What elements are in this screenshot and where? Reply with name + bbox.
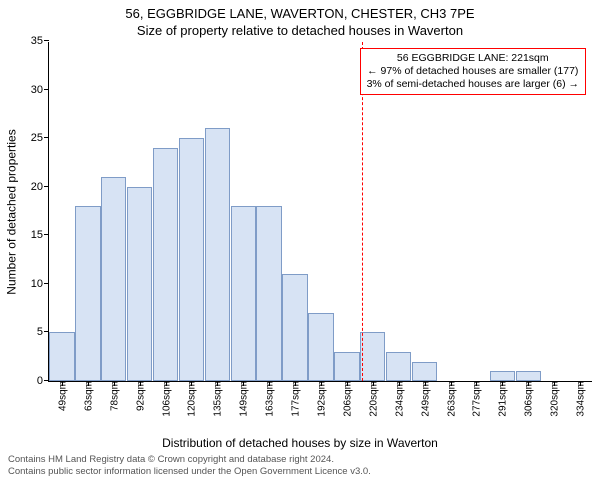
histogram-bar — [282, 274, 307, 381]
histogram-bar — [75, 206, 100, 381]
histogram-bar — [386, 352, 411, 381]
histogram-bar — [205, 128, 230, 381]
y-tick-mark — [44, 380, 49, 381]
plot-area: 0510152025303549sqm63sqm78sqm92sqm106sqm… — [48, 42, 592, 382]
address-title: 56, EGGBRIDGE LANE, WAVERTON, CHESTER, C… — [0, 0, 600, 21]
x-tick-label: 192sqm — [315, 381, 328, 417]
x-tick-label: 334sqm — [574, 381, 587, 417]
y-tick-label: 25 — [31, 132, 49, 144]
histogram-bar — [308, 313, 333, 381]
footer-line-1: Contains HM Land Registry data © Crown c… — [8, 454, 592, 466]
x-tick-label: 135sqm — [211, 381, 224, 417]
footer-attribution: Contains HM Land Registry data © Crown c… — [0, 450, 600, 478]
x-tick-label: 220sqm — [366, 381, 379, 417]
y-tick-label: 30 — [31, 84, 49, 96]
x-axis-label: Distribution of detached houses by size … — [0, 436, 600, 450]
x-tick-label: 206sqm — [340, 381, 353, 417]
histogram-bar — [360, 332, 385, 381]
y-tick-label: 35 — [31, 35, 49, 47]
x-tick-label: 92sqm — [133, 381, 146, 411]
annotation-line: ← 97% of detached houses are smaller (17… — [367, 65, 579, 78]
y-tick-mark — [44, 137, 49, 138]
x-tick-label: 263sqm — [444, 381, 457, 417]
x-tick-label: 78sqm — [107, 381, 120, 411]
y-tick-mark — [44, 186, 49, 187]
histogram-bar — [179, 138, 204, 381]
subtitle: Size of property relative to detached ho… — [0, 21, 600, 42]
x-tick-label: 149sqm — [237, 381, 250, 417]
y-axis-label-wrap: Number of detached properties — [4, 42, 20, 382]
histogram-bar — [101, 177, 126, 381]
x-tick-label: 249sqm — [418, 381, 431, 417]
histogram-bar — [412, 362, 437, 381]
histogram-bar — [256, 206, 281, 381]
histogram-bar — [153, 148, 178, 381]
x-tick-label: 120sqm — [185, 381, 198, 417]
x-tick-label: 163sqm — [263, 381, 276, 417]
annotation-line: 56 EGGBRIDGE LANE: 221sqm — [367, 52, 579, 65]
x-tick-label: 177sqm — [289, 381, 302, 417]
x-tick-label: 49sqm — [55, 381, 68, 411]
y-tick-label: 15 — [31, 229, 49, 241]
x-tick-label: 63sqm — [81, 381, 94, 411]
annotation-box: 56 EGGBRIDGE LANE: 221sqm← 97% of detach… — [360, 48, 586, 95]
y-tick-mark — [44, 283, 49, 284]
footer-line-2: Contains public sector information licen… — [8, 466, 592, 478]
histogram-bar — [516, 371, 541, 381]
x-tick-label: 291sqm — [496, 381, 509, 417]
chart-container: Number of detached properties 0510152025… — [0, 42, 600, 382]
y-tick-mark — [44, 234, 49, 235]
histogram-bar — [334, 352, 359, 381]
histogram-bar — [231, 206, 256, 381]
plot-wrap: 0510152025303549sqm63sqm78sqm92sqm106sqm… — [48, 42, 592, 382]
y-tick-mark — [44, 89, 49, 90]
annotation-line: 3% of semi-detached houses are larger (6… — [367, 78, 579, 91]
y-tick-label: 10 — [31, 278, 49, 290]
y-axis-label: Number of detached properties — [5, 129, 19, 294]
x-tick-label: 320sqm — [548, 381, 561, 417]
histogram-bar — [490, 371, 515, 381]
y-tick-label: 0 — [37, 375, 49, 387]
histogram-bar — [127, 187, 152, 381]
histogram-bar — [49, 332, 74, 381]
y-tick-label: 5 — [37, 326, 49, 338]
x-tick-label: 106sqm — [159, 381, 172, 417]
x-tick-label: 306sqm — [522, 381, 535, 417]
x-tick-label: 277sqm — [470, 381, 483, 417]
y-tick-mark — [44, 40, 49, 41]
y-tick-label: 20 — [31, 181, 49, 193]
y-tick-mark — [44, 331, 49, 332]
x-tick-label: 234sqm — [392, 381, 405, 417]
